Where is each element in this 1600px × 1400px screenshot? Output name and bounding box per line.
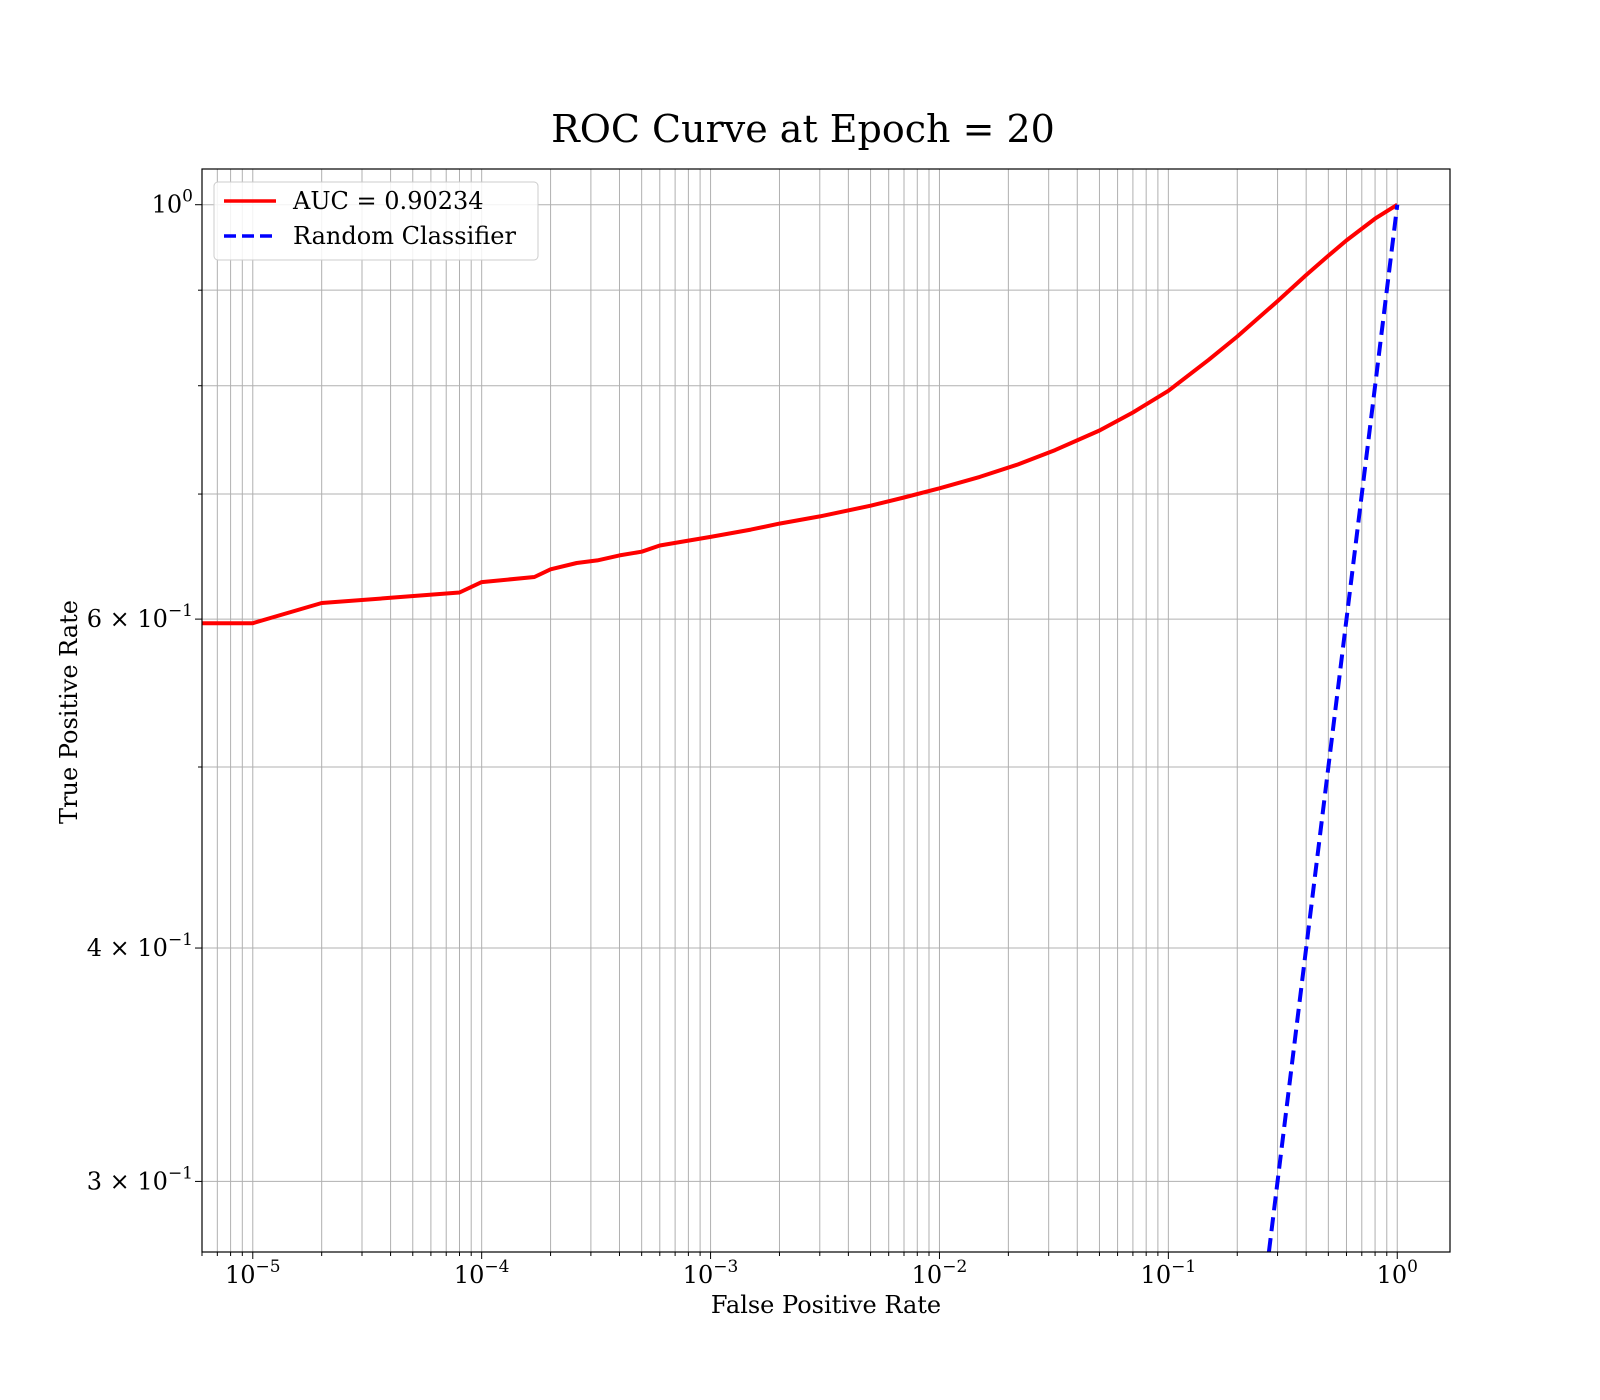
x-axis-ticks: 10−5 10−4 10−3 10−2 10−1 100: [201, 1252, 1418, 1289]
legend: AUC = 0.90234 Random Classifier: [213, 181, 539, 261]
chart-title: ROC Curve at Epoch = 20: [551, 107, 1055, 151]
y-axis-label: True Positive Rate: [55, 600, 83, 824]
y-tick-label: 4 × 10−1: [87, 930, 193, 962]
x-tick-label: 10−1: [1141, 1257, 1197, 1289]
y-tick-label: 3 × 10−1: [87, 1163, 193, 1195]
x-tick-label: 10−2: [912, 1257, 968, 1289]
x-tick-label: 10−4: [454, 1257, 510, 1289]
x-axis-label: False Positive Rate: [711, 1291, 941, 1319]
roc-curve-line: [202, 203, 1399, 626]
x-tick-label: 10−3: [683, 1257, 739, 1289]
random-classifier-line: [1266, 204, 1400, 1252]
legend-box: [213, 181, 539, 261]
legend-label-random-classifier: Random Classifier: [293, 222, 516, 250]
y-axis-ticks: 100 6 × 10−1 4 × 10−1 3 × 10−1: [87, 187, 202, 1195]
plot-frame: [201, 168, 1451, 1253]
legend-label-auc: AUC = 0.90234: [292, 187, 484, 215]
x-tick-label: 10−5: [225, 1257, 281, 1289]
y-tick-label: 6 × 10−1: [87, 601, 193, 633]
grid-lines: [201, 169, 1450, 1252]
y-tick-label: 100: [152, 187, 193, 219]
series-lines: [202, 203, 1400, 1252]
x-tick-label: 100: [1377, 1257, 1418, 1289]
